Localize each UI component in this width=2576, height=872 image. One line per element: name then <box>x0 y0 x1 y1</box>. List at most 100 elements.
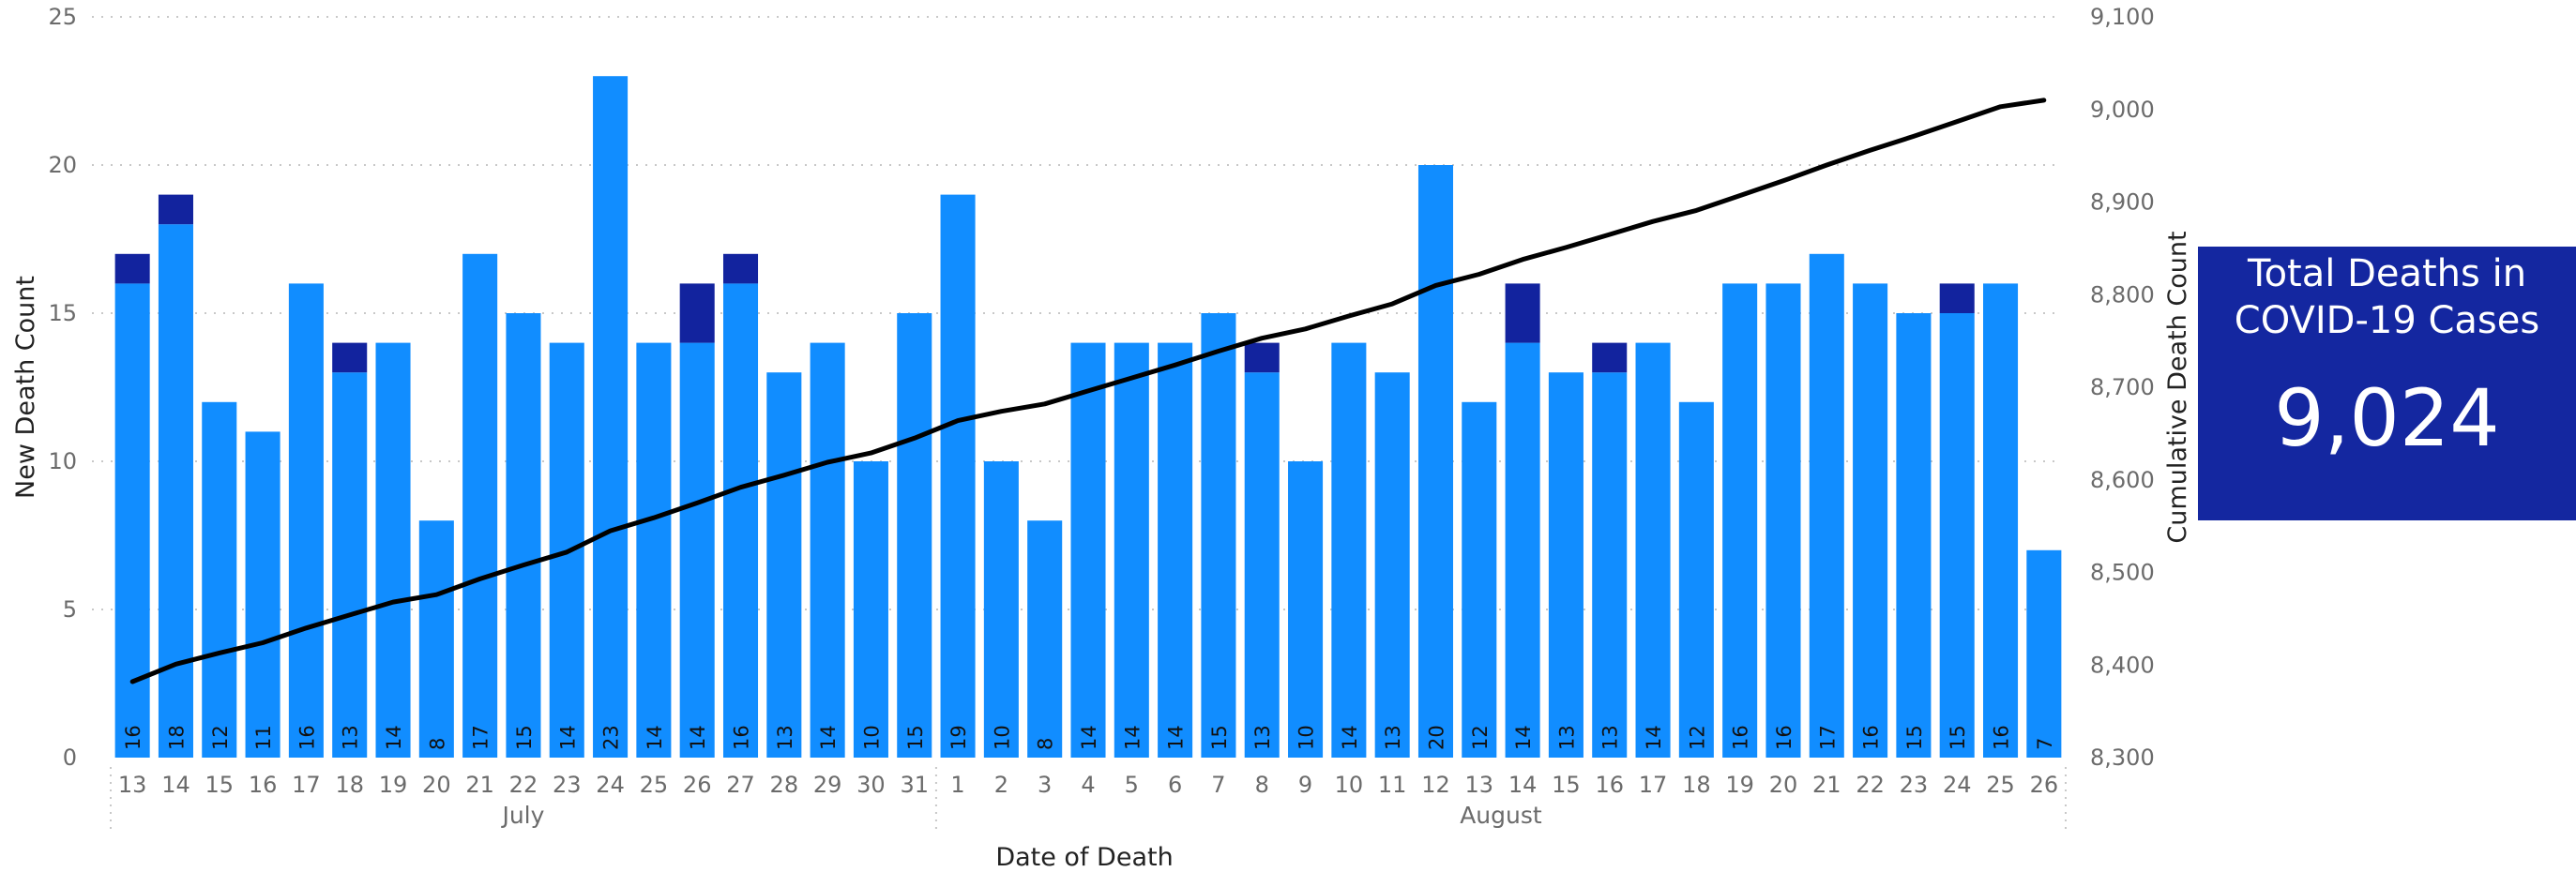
x-tick-label: 21 <box>465 772 494 798</box>
bar-new-deaths <box>1288 461 1324 758</box>
y2-tick-label: 8,300 <box>2090 744 2155 771</box>
bar-data-label: 7 <box>2034 738 2056 750</box>
bar-new-deaths <box>810 342 845 758</box>
bar-data-label: 15 <box>1903 725 1926 750</box>
bar-data-label: 15 <box>1208 725 1231 750</box>
bar-data-label: 15 <box>904 725 927 750</box>
bar-additional-deaths <box>332 342 368 373</box>
bar-data-label: 16 <box>1860 725 1883 750</box>
x-tick-label: 25 <box>1986 772 2015 798</box>
x-tick-label: 19 <box>379 772 408 798</box>
axes: 05101520258,3008,4008,5008,6008,7008,800… <box>11 4 2192 872</box>
x-tick-label: 31 <box>900 772 929 798</box>
x-tick-label: 6 <box>1168 772 1182 798</box>
x-tick-label: 1 <box>950 772 964 798</box>
bar-additional-deaths <box>679 283 715 343</box>
y2-tick-label: 8,600 <box>2090 467 2155 493</box>
bar-new-deaths <box>1765 283 1801 758</box>
total-deaths-value: 9,024 <box>2274 372 2500 464</box>
bar-data-label: 12 <box>1686 725 1708 750</box>
x-tick-label: 28 <box>770 772 799 798</box>
bar-new-deaths <box>1592 372 1628 758</box>
x-tick-label: 13 <box>1465 772 1494 798</box>
bar-additional-deaths <box>114 253 150 284</box>
bar-additional-deaths <box>1592 342 1628 373</box>
bar-data-label: 14 <box>817 725 840 750</box>
x-tick-label: 16 <box>249 772 278 798</box>
y-tick-label: 15 <box>48 300 77 326</box>
bar-new-deaths <box>679 342 715 758</box>
bar-new-deaths <box>897 313 932 758</box>
bar-additional-deaths <box>1939 283 1975 313</box>
x-tick-label: 20 <box>1769 772 1798 798</box>
bar-data-label: 8 <box>426 738 448 750</box>
bar-new-deaths <box>375 342 411 758</box>
bar-data-label: 15 <box>1947 725 1969 750</box>
month-label: July <box>500 802 544 829</box>
bar-new-deaths <box>1635 342 1671 758</box>
bar-new-deaths <box>1853 283 1888 758</box>
x-tick-label: 14 <box>1508 772 1538 798</box>
bar-data-label: 13 <box>1251 725 1274 750</box>
x-tick-label: 23 <box>1900 772 1929 798</box>
y-tick-label: 0 <box>63 744 77 771</box>
bar-data-label: 12 <box>209 725 232 750</box>
bar-new-deaths <box>1678 401 1714 758</box>
bar-new-deaths <box>593 76 629 758</box>
bar-data-label: 17 <box>1816 725 1839 750</box>
bar-additional-deaths <box>1244 342 1280 373</box>
bar-data-label: 14 <box>556 725 579 750</box>
x-tick-label: 19 <box>1725 772 1754 798</box>
bar-data-label: 16 <box>731 725 753 750</box>
y-tick-label: 20 <box>48 152 77 178</box>
x-tick-label: 30 <box>856 772 886 798</box>
x-tick-label: 18 <box>335 772 364 798</box>
x-tick-label: 8 <box>1255 772 1269 798</box>
y-tick-label: 5 <box>63 596 77 623</box>
bar-data-label: 10 <box>860 725 883 750</box>
bar-new-deaths <box>1722 283 1758 758</box>
bar-new-deaths <box>1983 283 2019 758</box>
bar-data-label: 16 <box>1730 725 1752 750</box>
cumulative-line <box>129 98 2047 684</box>
x-axis-title: Date of Death <box>995 843 1173 872</box>
x-tick-label: 17 <box>292 772 321 798</box>
bar-new-deaths <box>853 461 888 758</box>
x-tick-label: 24 <box>596 772 625 798</box>
bar-new-deaths <box>1896 313 1932 758</box>
bar-data-label: 16 <box>295 725 318 750</box>
x-tick-label: 22 <box>509 772 538 798</box>
x-tick-label: 18 <box>1682 772 1711 798</box>
bar-data-label: 13 <box>1555 725 1578 750</box>
bar-data-label: 16 <box>1991 725 2013 750</box>
bar-new-deaths <box>1070 342 1106 758</box>
x-tick-label: 26 <box>2030 772 2059 798</box>
bar-additional-deaths <box>1505 283 1540 343</box>
bar-additional-deaths <box>158 194 193 225</box>
cumulative-line-layer <box>129 98 2047 684</box>
bar-labels: 16 18 12 11 16 13 14 8 17 15 14 23 14 14 16 13 14 10 15 19 1… <box>122 725 2056 750</box>
x-tick-label: 23 <box>553 772 582 798</box>
bar-data-label: 13 <box>340 725 362 750</box>
y-tick-label: 25 <box>48 4 77 30</box>
bar-data-label: 16 <box>122 725 144 750</box>
bar-new-deaths <box>1505 342 1540 758</box>
bar-data-label: 18 <box>165 725 188 750</box>
x-tick-label: 22 <box>1856 772 1885 798</box>
x-tick-label: 27 <box>726 772 755 798</box>
total-deaths-card: Total Deaths in COVID-19 Cases 9,024 <box>2198 247 2576 520</box>
bar-new-deaths <box>1201 313 1236 758</box>
bar-new-deaths <box>1027 520 1063 758</box>
x-tick-label: 11 <box>1378 772 1407 798</box>
x-tick-label: 21 <box>1812 772 1841 798</box>
bar-data-label: 13 <box>774 725 796 750</box>
x-tick-label: 26 <box>683 772 712 798</box>
x-tick-label: 9 <box>1298 772 1312 798</box>
bar-new-deaths <box>1331 342 1367 758</box>
bar-new-deaths <box>418 520 454 758</box>
x-tick-label: 12 <box>1421 772 1450 798</box>
y-tick-label: 10 <box>48 448 77 474</box>
bar-data-label: 8 <box>1035 738 1057 750</box>
bar-additional-deaths <box>722 253 759 284</box>
bar-data-label: 10 <box>1296 725 1318 750</box>
